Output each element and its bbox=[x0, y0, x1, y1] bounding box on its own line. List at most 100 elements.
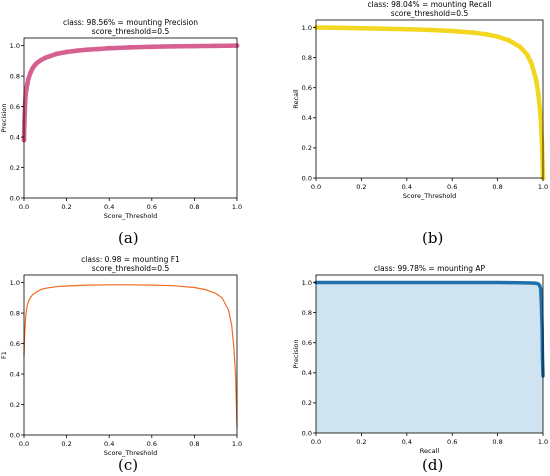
chart-title-line: score_threshold=0.5 bbox=[92, 27, 170, 36]
data-point-20 bbox=[128, 45, 133, 50]
y-tick-label: 1.0 bbox=[10, 279, 20, 287]
subfigure-label-d: (d) bbox=[422, 456, 444, 474]
data-point-11 bbox=[38, 57, 44, 63]
data-point-12 bbox=[524, 52, 530, 57]
data-point-21 bbox=[149, 44, 155, 50]
y-tick-label: 0.0 bbox=[302, 174, 312, 182]
x-tick-label: 0.0 bbox=[19, 203, 29, 211]
x-axis-label: Score_Threshold bbox=[104, 449, 158, 457]
x-tick-label: 1.0 bbox=[538, 183, 548, 191]
y-axis-label: Precision bbox=[292, 339, 300, 368]
subfigure-label-b: (b) bbox=[422, 229, 444, 247]
x-tick-label: 0.2 bbox=[61, 440, 71, 448]
chart-panel-3: 0.0 0.2 0.4 0.6 0.8 1.0 0.0 0.2 0.4 0.6 0.8 1.0 Reca… bbox=[292, 264, 548, 455]
data-point-15 bbox=[64, 49, 69, 55]
chart-title-line: class: 98.56% = mounting Precision bbox=[63, 18, 198, 27]
y-tick-label: 0.8 bbox=[10, 72, 20, 80]
series-line bbox=[314, 280, 545, 378]
x-tick-label: 0.6 bbox=[447, 183, 457, 191]
y-tick-label: 1.0 bbox=[302, 279, 312, 287]
data-point-22 bbox=[170, 44, 176, 49]
y-tick-label: 0.0 bbox=[10, 194, 20, 202]
ap-area-fill bbox=[316, 282, 543, 433]
chart-title-line: score_threshold=0.5 bbox=[92, 264, 170, 273]
data-point-13 bbox=[47, 53, 52, 59]
data-point-12 bbox=[42, 55, 48, 61]
data-point-3 bbox=[23, 92, 29, 97]
y-tick-label: 0.8 bbox=[302, 54, 312, 62]
data-point-16 bbox=[538, 115, 544, 121]
y-tick-label: 0.2 bbox=[302, 144, 312, 152]
data-point-16 bbox=[74, 48, 80, 53]
data-point-24 bbox=[213, 43, 219, 49]
y-tick-label: 0.2 bbox=[10, 401, 20, 409]
x-tick-label: 0.4 bbox=[104, 440, 114, 448]
x-tick-label: 0.4 bbox=[402, 438, 412, 446]
data-point-19 bbox=[106, 45, 112, 51]
data-point-10 bbox=[506, 37, 512, 43]
chart-title-line: class: 99.78% = mounting AP bbox=[374, 264, 486, 273]
data-point-2 bbox=[359, 25, 364, 31]
data-point-14 bbox=[533, 77, 539, 83]
data-point-10 bbox=[34, 60, 40, 66]
series-line bbox=[313, 25, 546, 181]
data-point-18 bbox=[96, 46, 101, 52]
data-point-6 bbox=[449, 28, 455, 34]
subfigure-label-c: (c) bbox=[118, 456, 139, 474]
chart-title-line: class: 98.04% = mounting Recall bbox=[368, 0, 492, 9]
x-tick-label: 0.4 bbox=[104, 203, 114, 211]
data-point-17 bbox=[85, 47, 91, 52]
chart-panel-0: 0.0 0.2 0.4 0.6 0.8 1.0 0.0 0.2 0.4 0.6 0.8 1.0 Scor… bbox=[0, 18, 242, 220]
data-point-5 bbox=[25, 81, 30, 87]
x-tick-label: 0.0 bbox=[311, 438, 321, 446]
data-point-15 bbox=[536, 92, 541, 98]
y-tick-label: 0.6 bbox=[302, 84, 312, 92]
x-tick-label: 0.6 bbox=[147, 203, 157, 211]
y-tick-label: 0.8 bbox=[10, 309, 20, 317]
x-tick-label: 0.8 bbox=[492, 183, 502, 191]
x-tick-label: 0.4 bbox=[402, 183, 412, 191]
data-point-8 bbox=[483, 31, 489, 37]
data-point-13 bbox=[529, 61, 534, 66]
chart-panel-1: 0.0 0.2 0.4 0.6 0.8 1.0 0.0 0.2 0.4 0.6 0.8 1.0 Scor… bbox=[292, 0, 548, 200]
y-tick-label: 0.6 bbox=[10, 103, 20, 111]
x-tick-label: 0.8 bbox=[492, 438, 502, 446]
series-line bbox=[21, 43, 240, 143]
plot-frame bbox=[315, 19, 544, 179]
data-point-2 bbox=[22, 101, 28, 106]
y-tick-label: 0.2 bbox=[302, 399, 312, 407]
data-point-7 bbox=[472, 30, 478, 36]
y-tick-label: 0.6 bbox=[302, 339, 312, 347]
y-axis-label: F1 bbox=[0, 351, 8, 359]
x-axis-label: Score_Threshold bbox=[403, 192, 457, 200]
subfigure-label-a: (a) bbox=[118, 229, 139, 247]
x-tick-label: 0.8 bbox=[189, 203, 199, 211]
data-point-4 bbox=[404, 26, 410, 32]
x-tick-label: 1.0 bbox=[538, 438, 548, 446]
chart-panel-2: 0.0 0.2 0.4 0.6 0.8 1.0 0.0 0.2 0.4 0.6 0.8 1.0 Scor… bbox=[0, 255, 242, 457]
data-point-5 bbox=[427, 27, 432, 33]
y-tick-label: 0.4 bbox=[10, 133, 20, 141]
data-point-4 bbox=[24, 85, 29, 91]
y-tick-label: 0.4 bbox=[10, 370, 20, 378]
x-tick-label: 1.0 bbox=[232, 203, 242, 211]
y-tick-label: 0.0 bbox=[302, 429, 312, 437]
y-axis-label: Precision bbox=[0, 103, 8, 132]
y-axis-label: Recall bbox=[292, 89, 300, 109]
data-point-17 bbox=[539, 138, 545, 143]
x-axis-label: Recall bbox=[420, 447, 440, 455]
data-point-14 bbox=[53, 51, 59, 57]
data-point-9 bbox=[495, 34, 500, 39]
data-point-7 bbox=[28, 70, 33, 76]
x-tick-label: 0.2 bbox=[61, 203, 71, 211]
y-tick-label: 0.6 bbox=[10, 340, 20, 348]
x-tick-label: 0.6 bbox=[447, 438, 457, 446]
data-point-11 bbox=[517, 44, 523, 50]
data-point-3 bbox=[381, 26, 387, 32]
x-axis-label: Score_Threshold bbox=[104, 212, 158, 220]
y-tick-label: 0.0 bbox=[10, 431, 20, 439]
y-tick-label: 0.2 bbox=[10, 164, 20, 172]
series-line bbox=[23, 284, 238, 428]
data-point-1 bbox=[336, 25, 342, 31]
x-tick-label: 0.6 bbox=[147, 440, 157, 448]
